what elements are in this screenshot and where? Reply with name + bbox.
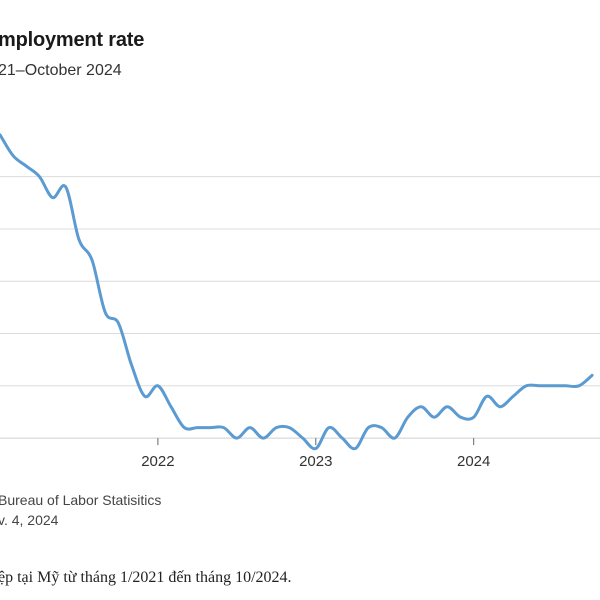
line-chart: 2022 2023 2024 bbox=[0, 133, 600, 470]
chart-title: mployment rate bbox=[0, 29, 145, 51]
date-note: v. 4, 2024 bbox=[0, 512, 59, 528]
gridlines bbox=[0, 176, 600, 439]
series-line bbox=[0, 133, 594, 451]
x-tick-label: 2024 bbox=[457, 453, 490, 470]
x-tick-label: 2022 bbox=[141, 453, 174, 470]
x-axis: 2022 2023 2024 bbox=[141, 438, 490, 470]
chart-subtitle: 21–October 2024 bbox=[0, 62, 122, 79]
series-layer bbox=[0, 133, 594, 451]
x-tick-label: 2023 bbox=[299, 453, 332, 470]
figure-caption: ệp tại Mỹ từ tháng 1/2021 đến tháng 10/2… bbox=[0, 569, 292, 586]
source-note: Bureau of Labor Statisitics bbox=[0, 492, 162, 508]
